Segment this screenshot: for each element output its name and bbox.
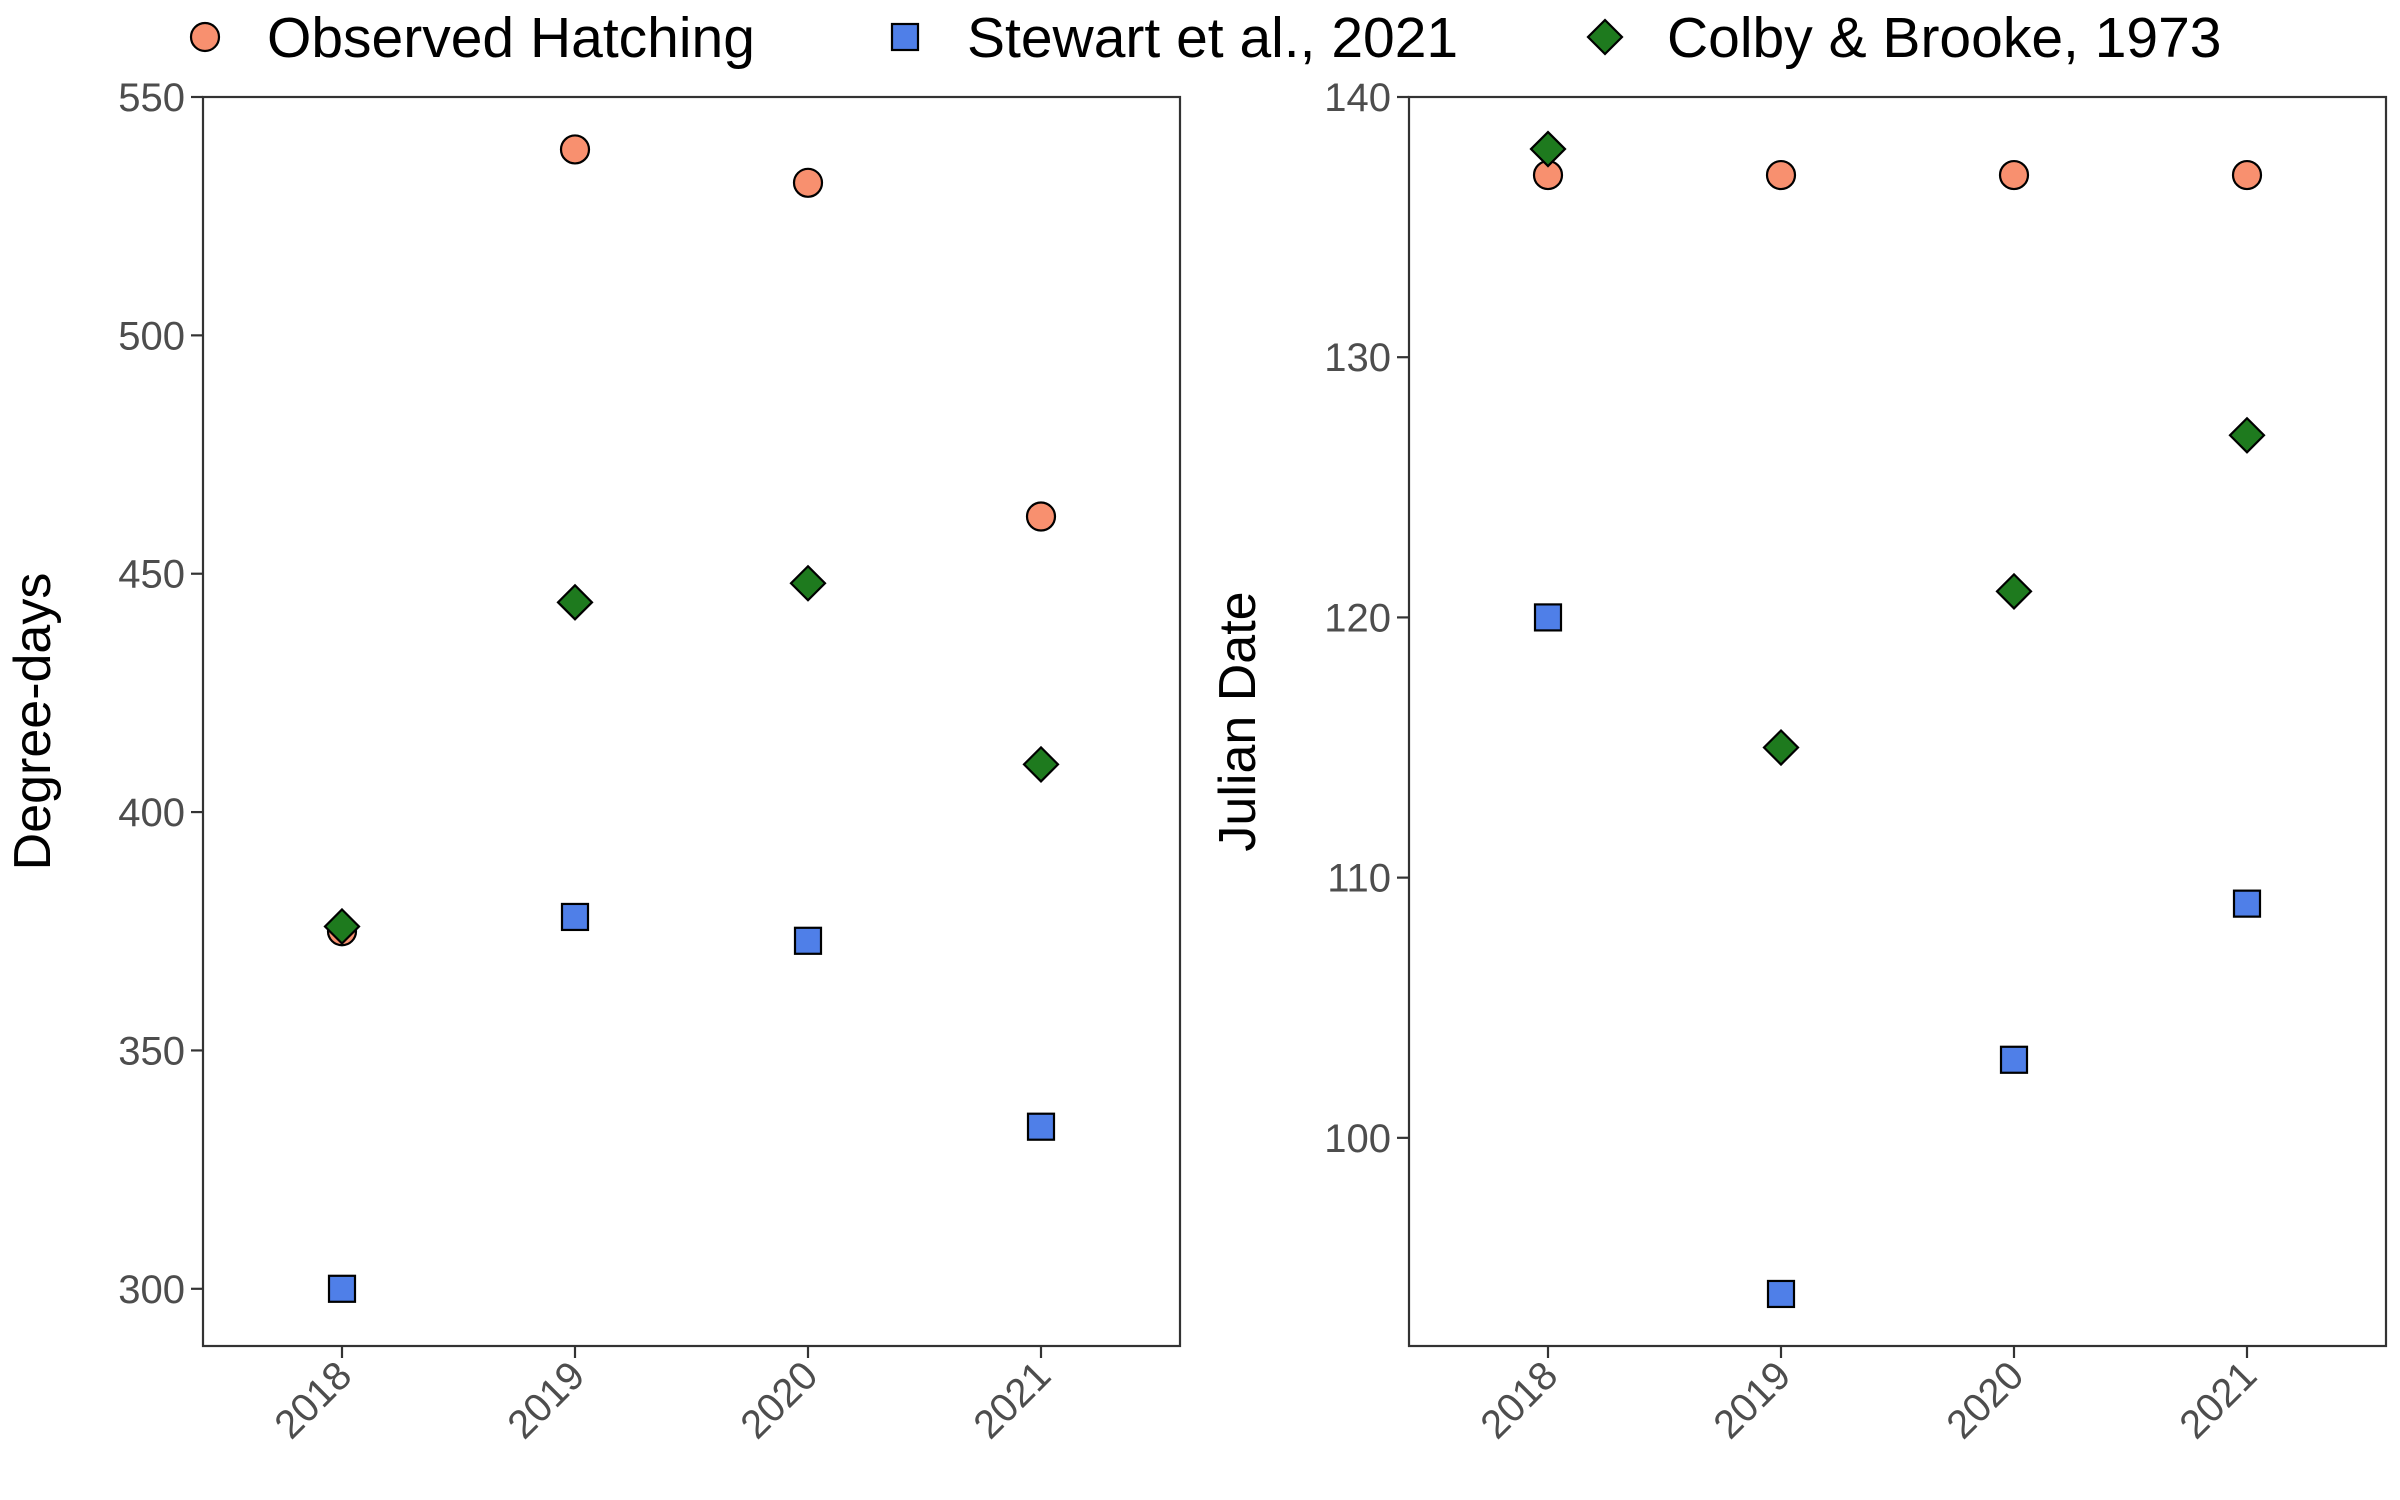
legend-label-stewart-et-al-2021: Stewart et al., 2021: [967, 6, 1458, 70]
point-observed-2019: [1765, 159, 1797, 191]
panel-degree-days: 300 350 400 450 500 550 2018 2019 2020 2021 Degree…: [4, 76, 1182, 1447]
point-stewart-2019: [1766, 1279, 1796, 1309]
point-stewart-2018: [327, 1274, 357, 1303]
x-tick-label: 2018: [1472, 1353, 1566, 1447]
point-observed-2021: [1025, 501, 1057, 532]
y-tick-label: 500: [118, 314, 185, 358]
x-tick-label: 2020: [732, 1353, 826, 1447]
point-colby-2021: [1022, 745, 1060, 783]
point-stewart-2018: [1533, 603, 1563, 632]
point-colby-2021: [2228, 416, 2266, 454]
y-tick-label: 350: [118, 1029, 185, 1073]
point-stewart-2020: [1999, 1045, 2029, 1074]
plot-frame: [201, 95, 1182, 1348]
point-observed-2020: [1998, 159, 2030, 191]
legend-label-observed-hatching: Observed Hatching: [267, 6, 755, 70]
x-tick-label: 2018: [266, 1353, 360, 1447]
point-colby-2020: [1995, 572, 2033, 610]
plot-frame: [1407, 95, 2388, 1348]
y-tick-label: 300: [118, 1268, 185, 1312]
legend-label-colby-brooke-1973: Colby & Brooke, 1973: [1667, 6, 2222, 70]
y-axis-title: Degree-days: [4, 573, 62, 871]
y-tick-label: 140: [1324, 76, 1391, 120]
point-colby-2020: [789, 564, 827, 602]
x-tick-label: 2021: [965, 1353, 1059, 1447]
point-stewart-2019: [560, 902, 590, 932]
point-colby-2019: [556, 583, 594, 621]
x-tick-label: 2019: [1705, 1353, 1799, 1447]
y-tick-label: 400: [118, 791, 185, 835]
y-tick-label: 450: [118, 553, 185, 597]
point-colby-2018: [323, 907, 361, 946]
y-tick-label: 100: [1324, 1117, 1391, 1161]
y-axis-title: Julian Date: [1209, 591, 1267, 851]
point-stewart-2020: [793, 926, 823, 955]
x-tick-label: 2021: [2171, 1353, 2265, 1447]
legend-key-observed-hatching: [189, 21, 221, 53]
y-tick-label: 130: [1324, 336, 1391, 380]
point-stewart-2021: [2232, 889, 2262, 918]
x-tick-label: 2019: [499, 1353, 593, 1447]
legend: Observed Hatching Stewart et al., 2021 Col…: [189, 6, 2222, 70]
point-observed-2020: [792, 167, 824, 198]
y-tick-label: 110: [1327, 857, 1391, 901]
point-observed-2019: [559, 134, 591, 165]
point-observed-2021: [2231, 159, 2263, 191]
legend-key-stewart-et-al-2021: [890, 22, 920, 52]
point-colby-2019: [1762, 728, 1800, 767]
x-tick-label: 2020: [1938, 1353, 2032, 1447]
point-stewart-2021: [1026, 1112, 1056, 1141]
legend-key-colby-brooke-1973: [1586, 18, 1624, 56]
point-colby-2018: [1529, 130, 1567, 168]
y-tick-label: 120: [1324, 596, 1391, 640]
y-tick-label: 550: [118, 76, 185, 120]
panel-julian-date: 100 110 120 130 140 2018 2019 2020 2021 Julian Da…: [1209, 76, 2388, 1447]
